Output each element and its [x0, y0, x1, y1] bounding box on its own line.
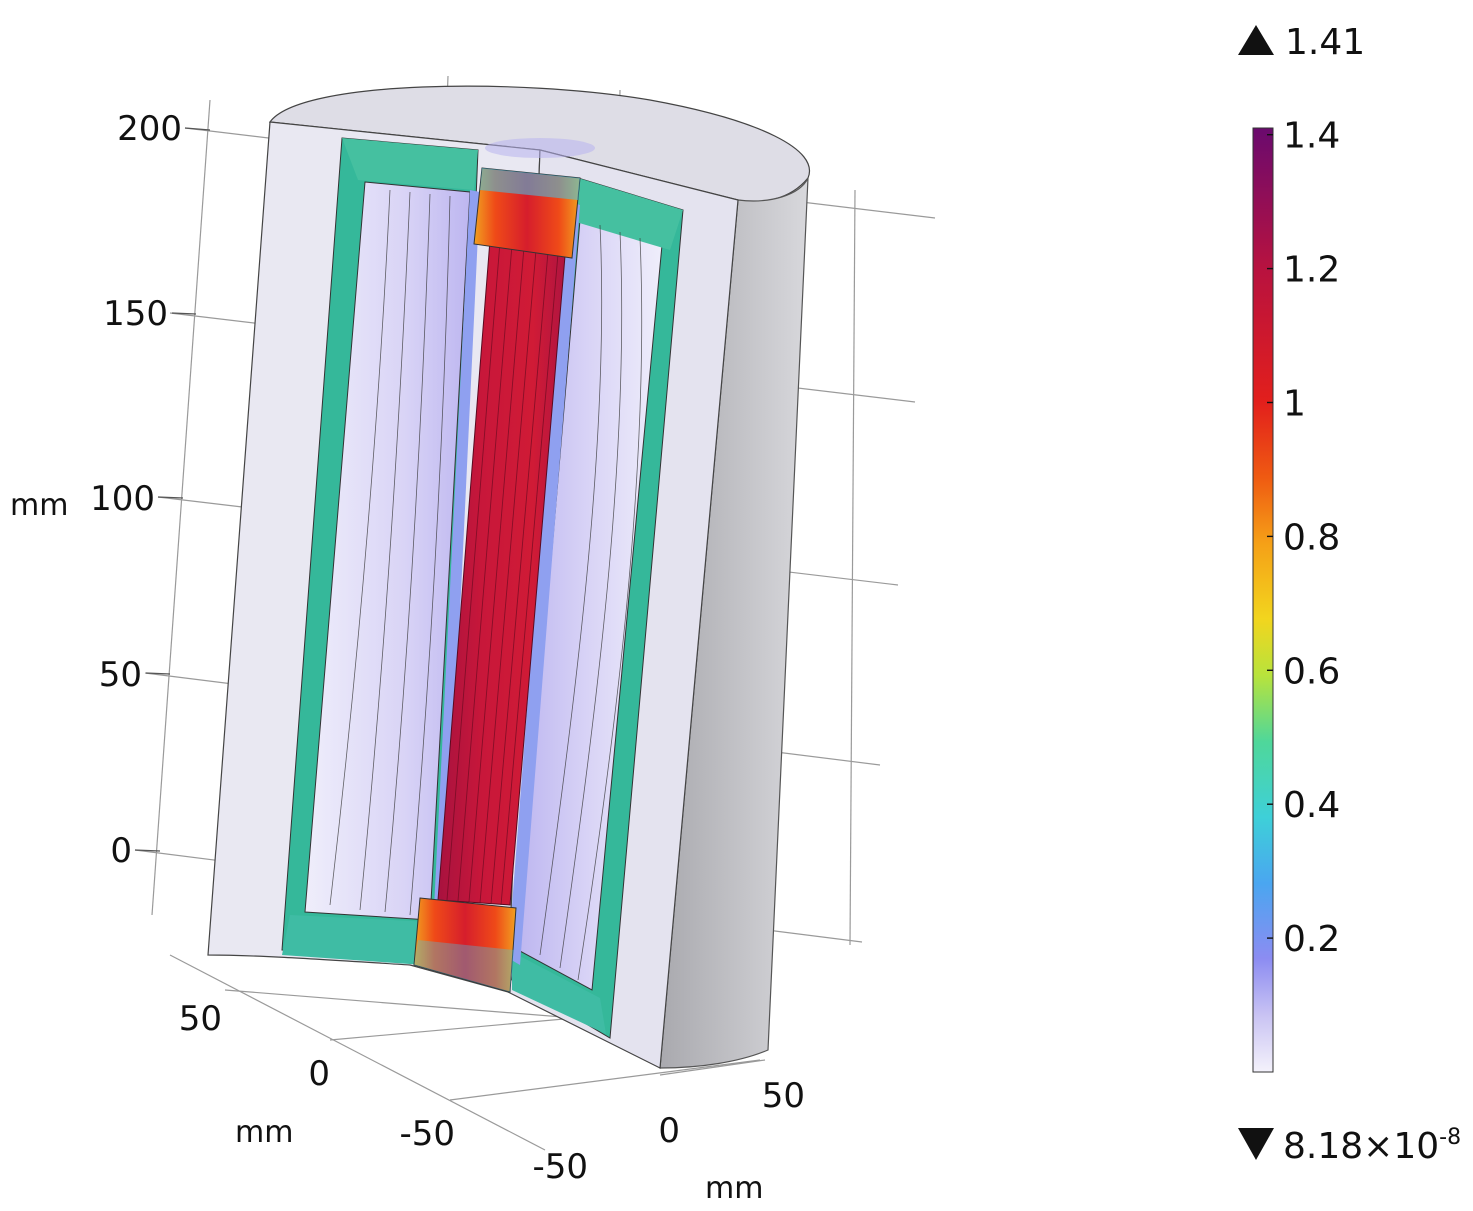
z-tick-50: 50: [99, 655, 142, 695]
central-core: [437, 239, 566, 906]
z-tick-100: 100: [90, 479, 155, 519]
y-tick-50: 50: [762, 1076, 805, 1116]
y-axis-unit: mm: [705, 1171, 763, 1206]
z-tick-200: 200: [117, 109, 182, 149]
colorbar-tick-label: 0.2: [1283, 919, 1340, 960]
colorbar-min-exponent: -8: [1439, 1125, 1461, 1150]
z-axis: 200 150 100 50 0 mm: [10, 109, 211, 871]
top-pole-piece: [473, 138, 595, 259]
colorbar-tick-label: 0.8: [1283, 517, 1340, 558]
bottom-pole-piece: [413, 897, 517, 993]
y-tick-0: 0: [658, 1111, 680, 1151]
x-tick-neg50: -50: [399, 1114, 455, 1154]
colorbar-tick-label: 0.6: [1283, 651, 1340, 692]
colorbar: 1.41 1.4 1.2 1 0.8 0.6 0.4 0.2 8.18×10-8: [1238, 22, 1461, 1167]
max-marker-icon: [1238, 25, 1274, 55]
colorbar-min: 8.18×10-8: [1283, 1125, 1461, 1167]
y-axis: -50 0 50 mm: [532, 1076, 805, 1206]
colorbar-min-mantissa: 8.18×10: [1283, 1126, 1439, 1167]
x-axis-unit: mm: [235, 1115, 293, 1150]
colorbar-tick-label: 0.4: [1283, 785, 1340, 826]
colorbar-tick-label: 1.4: [1283, 116, 1340, 157]
left-cavity: [281, 137, 480, 965]
x-tick-0: 0: [308, 1054, 330, 1094]
colorbar-ticks: 1.4 1.2 1 0.8 0.6 0.4 0.2: [1267, 116, 1340, 960]
min-marker-icon: [1238, 1128, 1274, 1160]
y-tick-neg50: -50: [532, 1147, 588, 1187]
x-tick-50: 50: [179, 999, 222, 1039]
colorbar-tick-label: 1: [1283, 383, 1306, 424]
x-axis: 50 0 -50 mm: [179, 999, 455, 1154]
field-lines: [329, 189, 643, 981]
colorbar-tick-label: 1.2: [1283, 250, 1340, 291]
z-axis-unit: mm: [10, 488, 68, 523]
z-tick-0: 0: [110, 831, 132, 871]
colorbar-scale: [1252, 127, 1274, 1073]
z-tick-150: 150: [103, 294, 168, 334]
colorbar-max: 1.41: [1285, 22, 1365, 63]
